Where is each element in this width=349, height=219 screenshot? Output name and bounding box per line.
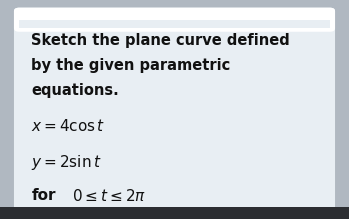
FancyBboxPatch shape xyxy=(14,8,335,210)
Text: $x = 4\cos t$: $x = 4\cos t$ xyxy=(31,118,106,134)
Text: $y = 2\sin t$: $y = 2\sin t$ xyxy=(31,153,102,172)
Bar xyxy=(19,20,330,28)
Text: $0 \leq t \leq 2\pi$: $0 \leq t \leq 2\pi$ xyxy=(72,188,146,204)
FancyBboxPatch shape xyxy=(14,8,335,32)
Bar xyxy=(0,207,349,219)
Text: Sketch the plane curve defined: Sketch the plane curve defined xyxy=(31,33,290,48)
Text: by the given parametric: by the given parametric xyxy=(31,58,231,73)
Text: for: for xyxy=(31,188,56,203)
Text: equations.: equations. xyxy=(31,83,119,98)
